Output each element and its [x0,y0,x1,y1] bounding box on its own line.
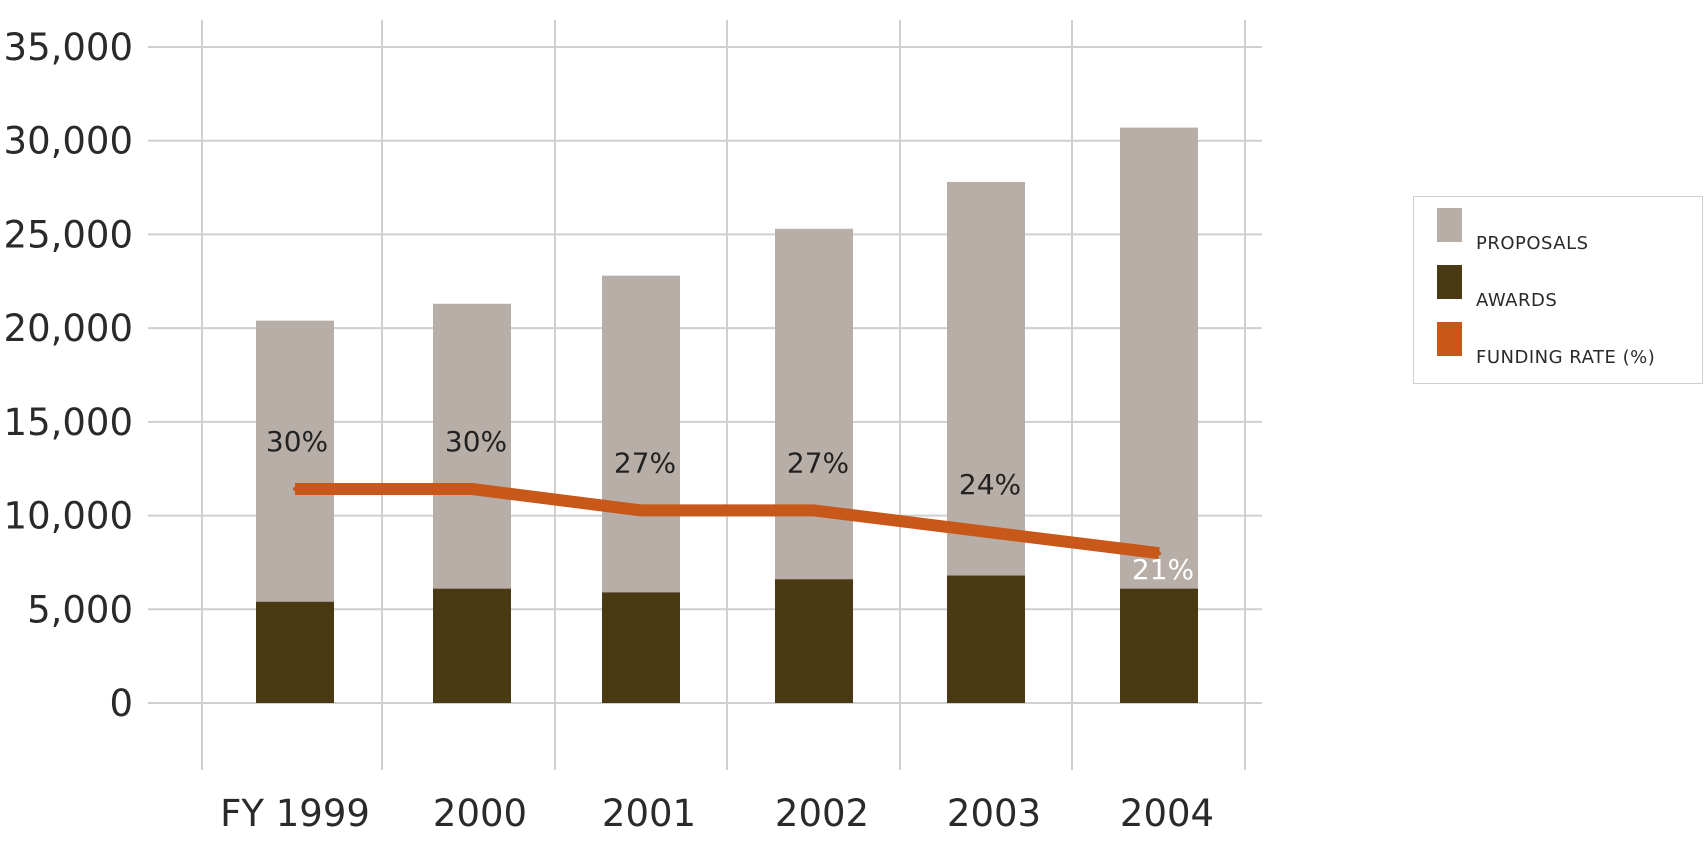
y-tick-label: 10,000 [4,495,133,538]
x-tick-label: 2001 [602,792,696,835]
legend-label-funding-rate: FUNDING RATE (%) [1476,347,1656,368]
y-tick-label: 5,000 [27,588,133,631]
funding-rate-label: 30% [266,425,328,458]
bar-awards [947,575,1025,703]
bar-awards [1120,588,1198,703]
funding-rate-point [812,508,816,513]
legend-swatch-awards [1437,265,1462,299]
legend-swatch-proposals [1437,208,1462,242]
funding-rate-point [1157,551,1161,556]
bar-awards [775,579,853,703]
funding-rate-label: 30% [445,425,507,458]
y-axis-ticks: 0 5,000 10,000 15,000 20,000 25,000 30,000 35,0… [4,26,133,725]
legend-swatch-funding-rate [1437,322,1462,356]
bars [256,127,1198,703]
funding-rate-label: 27% [614,446,676,479]
legend: PROPOSALS AWARDS FUNDING RATE (%) [1413,196,1703,384]
funding-rate-label: 27% [787,446,849,479]
funding-rate-labels: 30% 30% 27% 27% 24% 21% [266,425,1194,586]
legend-label-awards: AWARDS [1476,290,1558,311]
y-tick-label: 15,000 [4,401,133,444]
x-tick-label: 2004 [1120,792,1214,835]
bar-awards [256,601,334,703]
funding-rate-point [470,487,474,491]
gridlines [148,20,1262,770]
funding-rate-point [984,529,988,534]
funding-rate-label: 24% [959,468,1021,501]
bar-awards [602,592,680,703]
x-tick-label: 2003 [947,792,1041,835]
bar-awards [433,588,511,703]
funding-rate-point [293,487,297,491]
y-tick-label: 25,000 [4,213,133,256]
funding-rate-label: 21% [1132,553,1194,586]
x-tick-label: 2002 [775,792,869,835]
funding-rate-polyline [295,483,1160,560]
y-tick-label: 0 [109,682,133,725]
funding-rate-line [293,483,1161,560]
funding-rate-point [639,508,643,513]
legend-label-proposals: PROPOSALS [1476,233,1589,254]
y-tick-label: 30,000 [4,120,133,163]
x-tick-label: FY 1999 [220,792,370,835]
x-axis-ticks: FY 1999 2000 2001 2002 2003 2004 [220,792,1214,835]
y-tick-label: 20,000 [4,307,133,350]
x-tick-label: 2000 [433,792,527,835]
y-tick-label: 35,000 [4,26,133,69]
